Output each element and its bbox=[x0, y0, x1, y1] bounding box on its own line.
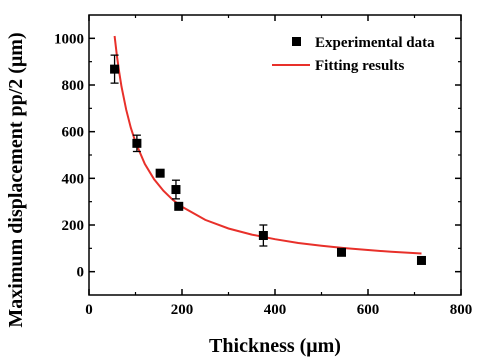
data-point bbox=[110, 64, 120, 74]
y-tick-label: 1000 bbox=[54, 31, 84, 47]
data-point bbox=[416, 255, 426, 265]
x-tick-label: 800 bbox=[450, 302, 473, 318]
data-points bbox=[110, 54, 426, 265]
y-tick-label: 200 bbox=[62, 218, 85, 234]
data-point bbox=[155, 168, 165, 178]
data-point bbox=[336, 247, 346, 257]
legend-label-experimental: Experimental data bbox=[315, 35, 435, 51]
x-tick-label: 600 bbox=[357, 302, 380, 318]
x-tick-label: 0 bbox=[85, 302, 93, 318]
legend-label-fitting: Fitting results bbox=[315, 58, 404, 74]
x-axis-title: Thickness (μm) bbox=[209, 335, 341, 357]
legend-marker-experimental bbox=[292, 37, 301, 46]
data-point bbox=[174, 201, 184, 211]
legend: Experimental data Fitting results bbox=[272, 35, 435, 74]
y-axis-title: Maximum displacement pp/2 (μm) bbox=[5, 32, 27, 327]
y-tick-label: 800 bbox=[62, 78, 85, 94]
x-tick-label: 200 bbox=[171, 302, 194, 318]
x-tick-label: 400 bbox=[264, 302, 287, 318]
data-point bbox=[132, 138, 142, 148]
data-point bbox=[171, 185, 181, 195]
y-tick-label: 600 bbox=[62, 125, 85, 141]
y-tick-label: 0 bbox=[77, 265, 85, 281]
y-tick-label: 400 bbox=[62, 171, 85, 187]
axis-ticks: 0 200 400 600 800 0 200 400 600 800 1000 bbox=[54, 15, 472, 318]
data-point bbox=[258, 231, 268, 240]
